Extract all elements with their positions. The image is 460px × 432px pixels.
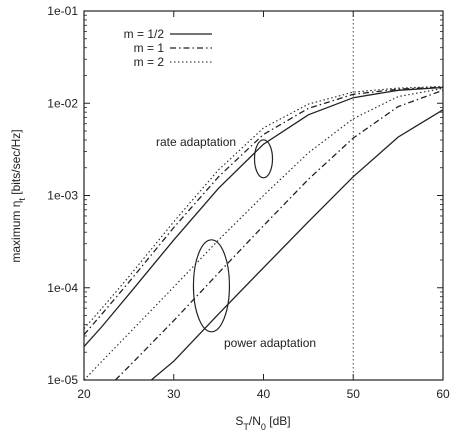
legend-label-m-2: m = 2 (134, 55, 165, 69)
series-power-adaptation-5 (83, 87, 444, 381)
annotation-ellipse-power (192, 239, 231, 333)
ticks-layer: 20 30 40 50 60 1e-05 1e-04 1e-03 1e-02 1e-01 (47, 4, 450, 401)
x-tick-label: 60 (436, 387, 450, 401)
series-rate-adaptation-2 (83, 85, 444, 330)
series-power-adaptation-3 (150, 109, 444, 381)
y-tick-label: 1e-04 (47, 281, 78, 295)
annotation-power-adaptation: power adaptation (224, 336, 316, 350)
y-axis-label: maximum ηt [bits/sec/Hz] (9, 129, 27, 262)
y-tick-label: 1e-03 (47, 189, 78, 203)
y-tick-label: 1e-05 (47, 373, 78, 387)
legend: m = 1/2 m = 1 m = 2 (124, 27, 212, 69)
x-tick-label: 20 (77, 387, 91, 401)
annotation-rate-adaptation: rate adaptation (156, 135, 236, 149)
series-rate-adaptation-0 (83, 86, 444, 348)
legend-label-m-half: m = 1/2 (124, 27, 165, 41)
series-layer (83, 85, 444, 381)
annotation-layer (192, 139, 274, 333)
x-tick-label: 30 (167, 387, 181, 401)
plot-area-frame (83, 10, 444, 381)
y-tick-label: 1e-02 (47, 96, 78, 110)
y-tick-label: 1e-01 (47, 4, 78, 18)
series-rate-adaptation-1 (83, 86, 444, 336)
annotation-ellipse-rate (253, 139, 274, 179)
x-tick-label: 50 (347, 387, 361, 401)
x-tick-label: 40 (257, 387, 271, 401)
x-axis-label: ST/N0 [dB] (235, 414, 290, 432)
legend-label-m-1: m = 1 (134, 41, 165, 55)
